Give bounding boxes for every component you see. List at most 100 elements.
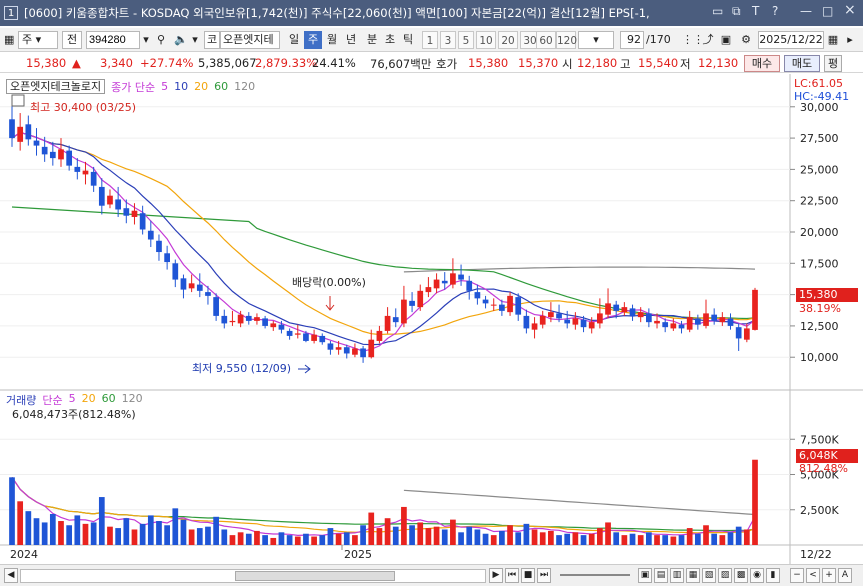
help-icon[interactable]: ? <box>772 4 779 18</box>
save-icon[interactable]: ▣ <box>720 33 732 46</box>
volume-bar <box>107 526 113 545</box>
camera-icon[interactable]: ◉ <box>750 568 764 583</box>
candle-body <box>490 304 497 306</box>
auto-scale-icon[interactable]: A <box>838 568 852 583</box>
tab-second[interactable]: 초 <box>384 33 396 46</box>
volume-bar <box>123 518 130 545</box>
search-icon[interactable]: ⚲ <box>156 33 166 46</box>
candle-body <box>41 146 48 155</box>
zoom-minus-icon[interactable]: − <box>790 568 804 583</box>
volume-bar <box>139 523 146 545</box>
exchange-select[interactable]: 전 <box>62 31 82 49</box>
zoom-slider[interactable] <box>560 574 630 576</box>
volume-bar <box>392 526 399 545</box>
maximize-icon[interactable]: □ <box>822 4 834 18</box>
volume-bar <box>172 508 179 545</box>
volume-bar <box>294 536 301 545</box>
stock-tag[interactable]: 오픈엣지테크놀로지 <box>6 79 106 94</box>
stock-code-input[interactable] <box>86 31 140 49</box>
scroll-back-icon[interactable]: < <box>806 568 820 583</box>
copy-icon[interactable]: ⧉ <box>732 4 741 18</box>
stock-name-field[interactable]: 오픈엣지테 <box>220 31 280 49</box>
candle-body <box>580 319 587 328</box>
volume-ma5-line <box>11 476 756 537</box>
sound-dropdown-icon[interactable]: ▾ <box>192 33 198 46</box>
display-count-input[interactable]: 92 <box>620 31 644 49</box>
grid-settings-icon[interactable]: ⋮⋮ <box>682 33 704 46</box>
rewind-icon[interactable]: ⏮ <box>505 568 519 583</box>
y-tick-label: 17,500 <box>800 257 839 270</box>
ma120-legend: 120 <box>234 80 256 93</box>
scroll-left-icon[interactable]: ◀ <box>4 568 18 583</box>
volume-bar <box>286 535 293 545</box>
trend-icon[interactable]: ⤴ <box>702 33 714 46</box>
layout-icon-2[interactable]: ▤ <box>654 568 668 583</box>
sound-icon[interactable]: 🔈 <box>174 33 188 46</box>
gear-icon[interactable]: ⚙ <box>741 33 751 46</box>
layout-icon-7[interactable]: ▩ <box>734 568 748 583</box>
volume-bar <box>556 535 562 545</box>
interval-60[interactable]: 60 <box>536 31 556 49</box>
chart-type-icon[interactable]: ▮ <box>766 568 780 583</box>
layout-icon-5[interactable]: ▧ <box>702 568 716 583</box>
tab-minute[interactable]: 분 <box>366 33 378 46</box>
sell-button[interactable]: 매도 <box>784 55 820 72</box>
volume-change-pct: 2,879.33% <box>255 56 318 70</box>
volume-bar <box>205 526 211 545</box>
forward-icon[interactable]: ⏭ <box>537 568 551 583</box>
interval-10[interactable]: 10 <box>476 31 496 49</box>
quote-bar: 15,380 ▲ 3,340 +27.74% 5,385,067 2,879.3… <box>0 53 863 73</box>
tab-tick[interactable]: 틱 <box>402 33 414 46</box>
layout-icon-4[interactable]: ▦ <box>686 568 700 583</box>
y-tick-label: 10,000 <box>800 351 839 364</box>
volume-bar <box>466 526 473 545</box>
price-volume-chart[interactable]: 30,00027,50025,00022,50020,00017,50015,0… <box>0 74 863 564</box>
close-icon[interactable]: × <box>844 2 856 18</box>
interval-3[interactable]: 3 <box>440 31 456 49</box>
more-icon[interactable]: ▸ <box>847 33 853 46</box>
candle-body <box>188 283 195 289</box>
scrollbar-thumb[interactable] <box>235 571 395 581</box>
candle-body <box>531 323 538 330</box>
candle-body <box>621 307 628 313</box>
volume-bar <box>588 533 595 545</box>
interval-120[interactable]: 120 <box>556 31 577 49</box>
layout-icon-1[interactable]: ▣ <box>638 568 652 583</box>
volume-bar <box>352 535 358 545</box>
candle-body <box>164 253 170 263</box>
pin-icon[interactable]: T <box>752 4 760 18</box>
zoom-plus-icon[interactable]: + <box>822 568 836 583</box>
last-price-box: 15,380 <box>796 288 858 302</box>
code-dropdown-icon[interactable]: ▾ <box>143 33 149 46</box>
ma20-legend: 20 <box>194 80 209 93</box>
custom-interval-select[interactable]: ▾ <box>578 31 614 49</box>
interval-20[interactable]: 20 <box>498 31 518 49</box>
layout-icon-3[interactable]: ▥ <box>670 568 684 583</box>
last-price-pct: 38.19% <box>799 302 841 315</box>
tab-month[interactable]: 월 <box>326 33 338 46</box>
last-volume-pct: 812.48% <box>799 462 848 475</box>
volume-bar <box>221 529 228 545</box>
buy-button[interactable]: 매수 <box>744 55 780 72</box>
current-price: 15,380 <box>26 56 67 70</box>
average-button[interactable]: 평 <box>824 55 842 72</box>
stop-icon[interactable]: ■ <box>521 568 535 583</box>
restore-icon[interactable]: ▭ <box>712 4 724 18</box>
volume-bar <box>490 535 497 545</box>
volume-bar-series <box>9 459 758 545</box>
menu-grid-icon[interactable]: ▦ <box>4 33 15 46</box>
interval-5[interactable]: 5 <box>458 31 474 49</box>
layout-icon-6[interactable]: ▨ <box>718 568 732 583</box>
tab-year[interactable]: 년 <box>345 33 357 46</box>
scroll-right-icon[interactable]: ▶ <box>489 568 503 583</box>
tab-week[interactable]: 주 <box>304 31 322 49</box>
candle-body <box>392 317 399 323</box>
calendar-icon[interactable]: ▦ <box>827 33 839 46</box>
candle-body <box>703 313 709 326</box>
horizontal-scrollbar[interactable] <box>20 569 486 583</box>
date-input[interactable]: 2025/12/22 <box>758 31 824 49</box>
tab-day[interactable]: 일 <box>288 33 300 46</box>
minimize-icon[interactable]: — <box>800 4 812 18</box>
period-type-select[interactable]: 주 ▾ <box>18 31 58 49</box>
interval-1[interactable]: 1 <box>422 31 438 49</box>
